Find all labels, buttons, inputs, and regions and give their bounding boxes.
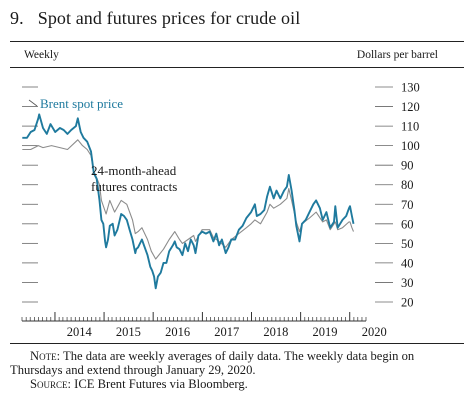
footer-rule bbox=[10, 343, 464, 344]
left-tick-marks bbox=[22, 86, 38, 303]
figure-title: 9. Spot and futures prices for crude oil bbox=[10, 8, 300, 29]
note-paragraph: Note: The data are weekly averages of da… bbox=[10, 349, 464, 377]
frequency-label: Weekly bbox=[24, 49, 59, 61]
top-rule bbox=[10, 41, 464, 42]
note-text: The data are weekly averages of daily da… bbox=[10, 349, 415, 378]
y-tick-label: 100 bbox=[401, 139, 420, 153]
y-tick-label: 130 bbox=[401, 81, 420, 95]
brent-spot-series bbox=[22, 113, 355, 290]
brent-label-leader bbox=[28, 99, 38, 107]
futures-label-line1: 24-month-ahead bbox=[91, 163, 177, 178]
x-tick-label: 2020 bbox=[362, 325, 387, 339]
header-rule bbox=[10, 67, 464, 68]
x-tick-label: 2017 bbox=[214, 325, 239, 339]
y-tick-label: 70 bbox=[401, 198, 414, 212]
figure-number: 9. bbox=[10, 8, 24, 28]
y-tick-label: 50 bbox=[401, 237, 414, 251]
note-label: Note: bbox=[30, 349, 61, 363]
source-label: Source: bbox=[30, 377, 72, 392]
y-tick-label: 60 bbox=[401, 217, 414, 231]
x-axis: 2014 2015 2016 2017 2018 2019 2020 bbox=[21, 312, 387, 339]
figure-title-text: Spot and futures prices for crude oil bbox=[37, 8, 301, 28]
y-tick-label: 120 bbox=[401, 100, 420, 114]
futures-label-line2: futures contracts bbox=[91, 179, 177, 194]
x-tick-label: 2019 bbox=[312, 325, 337, 339]
source-paragraph: Source: ICE Brent Futures via Bloomberg. bbox=[10, 377, 464, 391]
y-tick-label: 90 bbox=[401, 159, 414, 173]
x-tick-label: 2018 bbox=[263, 325, 288, 339]
y-tick-label: 20 bbox=[401, 296, 414, 310]
futures-series bbox=[22, 139, 355, 260]
y-axis-unit-label: Dollars per barrel bbox=[356, 49, 438, 61]
source-text: ICE Brent Futures via Bloomberg. bbox=[74, 377, 248, 392]
x-tick-label: 2015 bbox=[116, 325, 141, 339]
y-tick-label: 30 bbox=[401, 276, 414, 290]
series-layer bbox=[22, 113, 355, 290]
brent-spot-label: Brent spot price bbox=[40, 96, 123, 111]
x-tick-label: 2016 bbox=[165, 325, 190, 339]
y-tick-label: 110 bbox=[401, 120, 419, 134]
y-tick-label: 80 bbox=[401, 178, 414, 192]
y-tick-label: 40 bbox=[401, 256, 414, 270]
right-axis: 20 30 40 50 60 70 80 90 100 110 120 130 bbox=[375, 81, 420, 310]
figure-notes: Note: The data are weekly averages of da… bbox=[10, 349, 464, 392]
x-tick-label: 2014 bbox=[67, 325, 93, 339]
annotation-layer: Brent spot price 24-month-ahead futures … bbox=[28, 96, 177, 194]
